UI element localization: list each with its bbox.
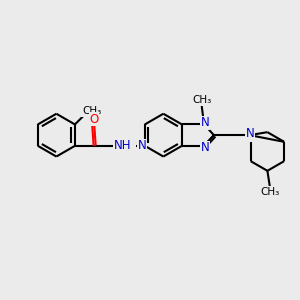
Text: N: N (201, 141, 210, 154)
Text: NH: NH (114, 139, 131, 152)
Text: N: N (201, 116, 210, 129)
Text: N: N (138, 139, 147, 152)
Text: N: N (246, 127, 255, 140)
Text: O: O (90, 112, 99, 126)
Text: CH₃: CH₃ (82, 106, 101, 116)
Text: CH₃: CH₃ (260, 187, 279, 196)
Text: CH₃: CH₃ (192, 95, 211, 105)
